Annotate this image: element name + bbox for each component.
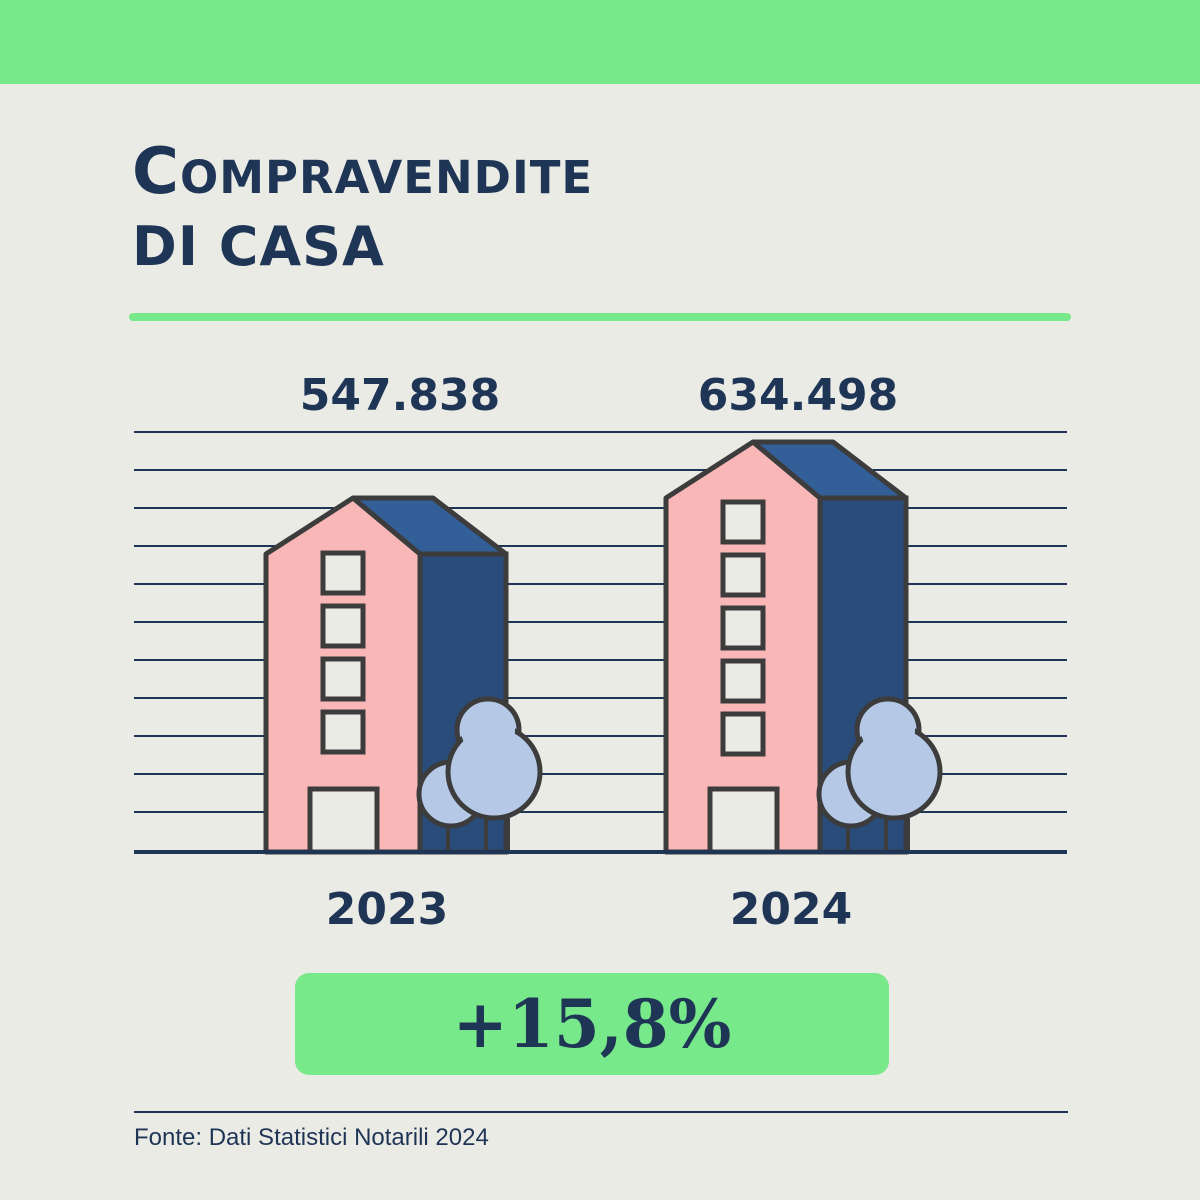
door [307,786,380,855]
title-line-1: Compravendite [132,135,594,209]
building-bar-2023 [263,495,543,855]
window [720,552,766,598]
category-label-2023: 2023 [325,884,449,935]
door [707,786,780,855]
window [320,656,366,702]
window [720,711,766,757]
value-label-2024: 634.498 [697,370,899,421]
tree-overlap [861,703,915,757]
window [320,709,366,755]
window [720,499,766,545]
top-accent-band [0,0,1200,84]
source-divider [134,1111,1068,1113]
building-bars [263,439,943,855]
building-bar-2024 [663,439,943,855]
window [720,658,766,704]
title-underline [129,313,1071,321]
value-label-2023: 547.838 [299,370,501,421]
window [720,605,766,651]
window [320,603,366,649]
category-label-2024: 2024 [729,884,853,935]
title-line-2: di casa [132,215,385,278]
window [320,550,366,596]
chart-title: Compravendite di casa [132,140,593,274]
tree-overlap [461,703,515,757]
change-value: +15,8% [452,985,732,1063]
source-note: Fonte: Dati Statistici Notarili 2024 [134,1124,489,1151]
change-badge: +15,8% [295,973,889,1075]
